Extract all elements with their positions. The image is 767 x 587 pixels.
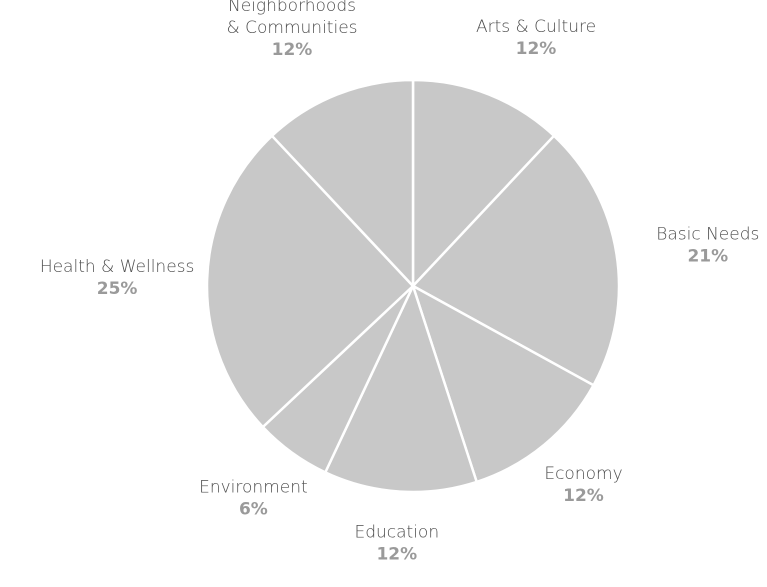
category-label: Education	[354, 523, 439, 543]
pie-slice-7	[270, 78, 415, 288]
pie-slice-2	[411, 134, 621, 387]
value-label: 6%	[239, 500, 268, 520]
pie-slices	[205, 78, 621, 494]
category-label: Health & Wellness	[40, 257, 195, 277]
value-label: 12%	[272, 40, 313, 60]
value-label: 12%	[516, 39, 557, 59]
category-label: Economy	[544, 464, 622, 484]
pie-slice-1	[411, 78, 556, 288]
category-label: Neighborhoods	[228, 0, 356, 16]
value-label: 25%	[97, 279, 138, 299]
pie-slice-3	[411, 284, 595, 484]
category-label: Arts & Culture	[476, 17, 596, 37]
category-label: & Communities	[226, 18, 357, 38]
pie-slice-6	[205, 134, 415, 429]
category-label: Basic Needs	[656, 225, 759, 245]
value-label: 12%	[376, 545, 417, 565]
pie-slice-4	[324, 284, 478, 494]
value-label: 21%	[687, 247, 728, 267]
value-label: 12%	[563, 486, 604, 506]
category-label: Environment	[199, 478, 308, 498]
